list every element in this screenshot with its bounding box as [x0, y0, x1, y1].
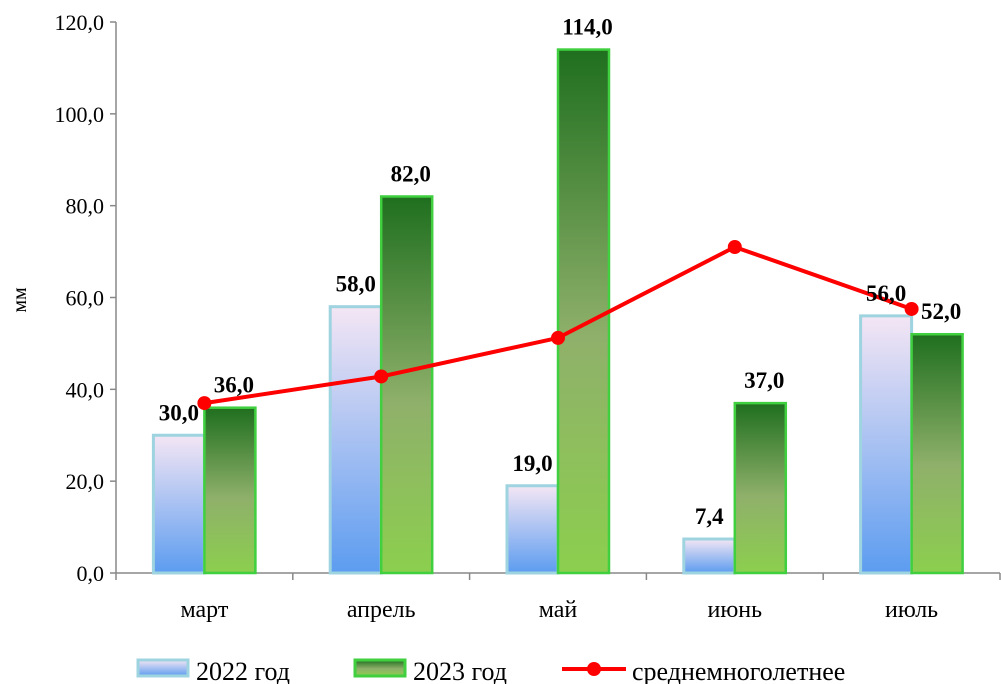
legend-item-2022: 2022 год [136, 657, 290, 684]
y-tick-label: 0,0 [77, 561, 105, 586]
x-tick-label: июнь [708, 597, 763, 623]
x-tick-label: март [180, 597, 228, 623]
data-labels: 30,0 36,0 58,0 82,0 19,0 114,0 7,4 37,0 56,0 52,0 [159, 15, 961, 529]
legend-label-2022: 2022 год [196, 657, 290, 684]
data-label-2023: 52,0 [921, 299, 961, 324]
bar-2022 [328, 305, 383, 575]
bar-2022 [859, 314, 914, 575]
data-label-2023: 37,0 [744, 368, 784, 393]
legend-label-2023: 2023 год [413, 657, 507, 684]
legend-swatch-2023 [353, 658, 407, 678]
y-tick-label: 20,0 [66, 469, 105, 494]
average-line [197, 239, 919, 411]
bar-2023 [203, 406, 257, 575]
data-label-2022: 19,0 [512, 451, 552, 476]
legend-marker-average [587, 662, 601, 676]
y-tick-label: 80,0 [66, 194, 105, 219]
legend-label-average: среднемноголетнее [632, 657, 845, 684]
data-label-2022: 30,0 [159, 400, 199, 425]
y-tick-label: 120,0 [55, 10, 105, 35]
bar-2023 [556, 48, 611, 575]
data-label-2023: 36,0 [214, 373, 254, 398]
bars [151, 48, 964, 575]
data-label-2022: 56,0 [866, 281, 906, 306]
bar-2023 [379, 195, 434, 575]
y-axis: 0,0 20,0 40,0 60,0 80,0 100,0 120,0 [55, 10, 117, 586]
average-point [374, 369, 389, 384]
data-label-2023: 82,0 [391, 161, 431, 186]
bar-2022 [151, 433, 206, 575]
bar-2022 [505, 484, 560, 575]
bar-2022 [682, 537, 737, 575]
average-point [904, 301, 919, 316]
data-label-2023: 114,0 [562, 15, 612, 40]
y-tick-label: 100,0 [55, 102, 105, 127]
x-tick-label: апрель [347, 597, 416, 623]
x-tick-label: июль [885, 597, 938, 623]
x-tick-label: май [539, 597, 578, 623]
legend-swatch-2022 [136, 658, 190, 678]
legend: 2022 год 2023 год среднемноголетнее [136, 657, 845, 684]
average-point [727, 239, 742, 254]
legend-item-2023: 2023 год [353, 657, 507, 684]
y-tick-label: 40,0 [66, 377, 105, 402]
bar-2023 [733, 401, 788, 575]
x-axis: март апрель май июнь июль [115, 572, 1001, 623]
average-point [197, 396, 212, 411]
y-axis-label: мм [9, 287, 31, 313]
bar-2023 [910, 332, 964, 575]
data-label-2022: 7,4 [695, 504, 724, 529]
legend-item-average: среднемноголетнее [562, 657, 845, 684]
data-label-2022: 58,0 [336, 272, 376, 297]
average-point [551, 330, 565, 345]
y-tick-label: 60,0 [66, 286, 105, 311]
